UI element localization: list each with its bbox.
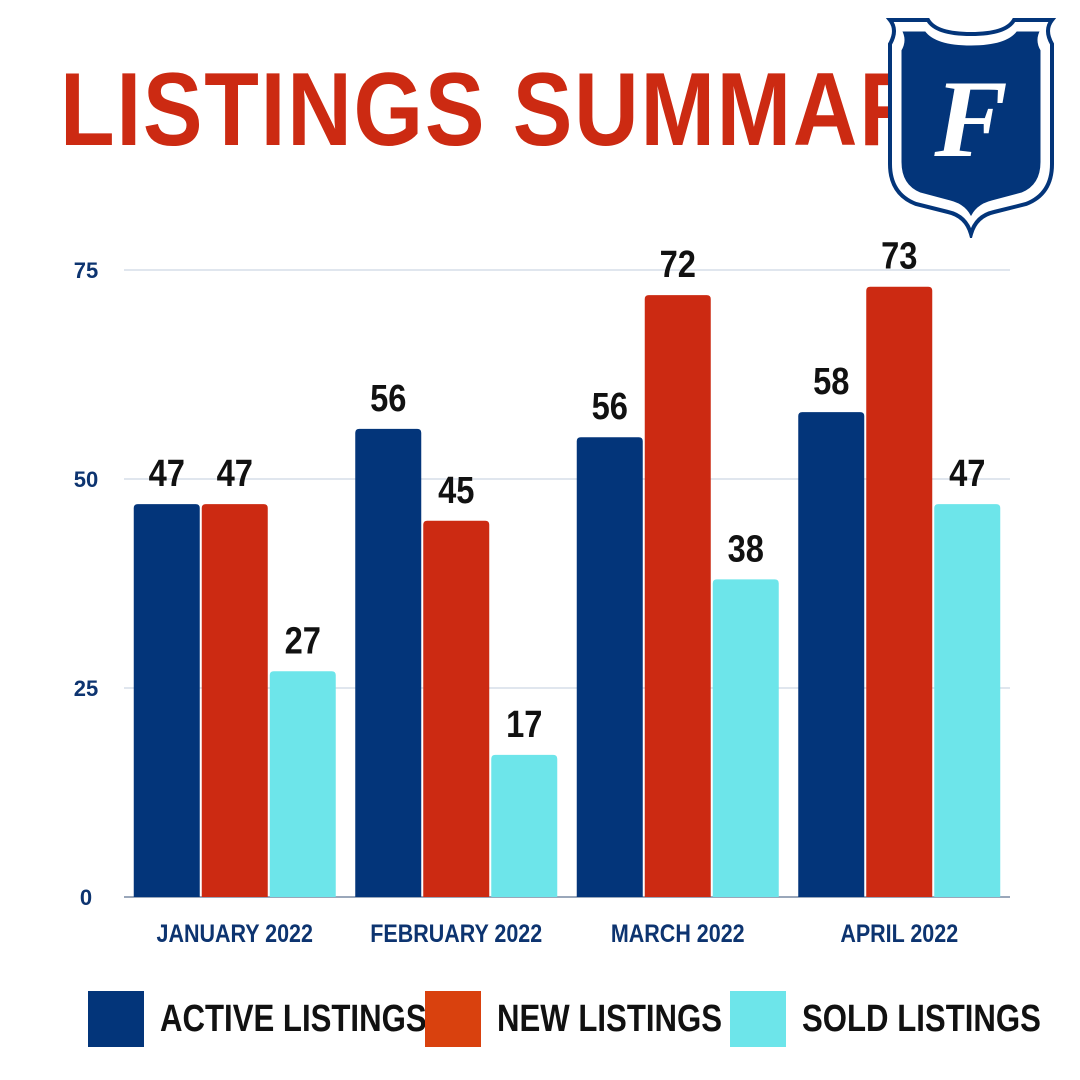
bar xyxy=(576,437,643,897)
x-category-label: FEBRUARY 2022 xyxy=(370,919,542,947)
data-label: 56 xyxy=(592,385,628,428)
bar xyxy=(423,520,490,897)
chart-legend: ACTIVE LISTINGS NEW LISTINGS SOLD LISTINGS xyxy=(0,990,1080,1050)
legend-swatch xyxy=(425,991,481,1047)
shield-crest-icon: F xyxy=(885,18,1057,238)
legend-label: ACTIVE LISTINGS xyxy=(160,997,427,1040)
data-label: 47 xyxy=(949,452,985,495)
legend-swatch xyxy=(730,991,786,1047)
data-label: 27 xyxy=(285,619,321,662)
x-category-label: JANUARY 2022 xyxy=(157,919,313,947)
bar xyxy=(269,671,336,897)
x-category-label: APRIL 2022 xyxy=(840,919,958,947)
bar xyxy=(491,754,558,897)
y-tick-label: 25 xyxy=(74,676,98,701)
data-label: 38 xyxy=(728,527,764,570)
bar xyxy=(644,295,711,898)
legend-item: SOLD LISTINGS xyxy=(730,990,1080,1048)
logo-letter: F xyxy=(933,58,1007,180)
y-tick-label: 50 xyxy=(74,467,98,492)
y-tick-label: 0 xyxy=(80,885,92,910)
data-label: 45 xyxy=(438,468,474,511)
bar-chart: 0 25 50 75 47 47 27 JANUARY 2022 56 45 17 FEBRUARY … xyxy=(74,234,1010,947)
legend-label: SOLD LISTINGS xyxy=(802,997,1041,1040)
bar xyxy=(934,504,1001,897)
data-label: 58 xyxy=(813,360,849,403)
legend-label: NEW LISTINGS xyxy=(497,997,723,1040)
bar xyxy=(798,412,865,897)
bar xyxy=(355,428,422,897)
bar xyxy=(712,579,779,897)
chart-title: LISTINGS SUMMARY xyxy=(60,52,984,168)
y-tick-label: 75 xyxy=(74,258,98,283)
bar xyxy=(866,286,933,898)
legend-swatch xyxy=(88,991,144,1047)
legend-item: NEW LISTINGS xyxy=(425,990,771,1048)
data-label: 56 xyxy=(370,377,406,420)
legend-item: ACTIVE LISTINGS xyxy=(88,990,485,1048)
bar xyxy=(201,504,268,897)
data-label: 47 xyxy=(149,452,185,495)
data-label: 17 xyxy=(506,703,542,746)
bar xyxy=(133,504,200,897)
data-label: 47 xyxy=(217,452,253,495)
data-label: 72 xyxy=(660,243,696,286)
x-category-label: MARCH 2022 xyxy=(611,919,745,947)
data-label: 73 xyxy=(881,234,917,277)
